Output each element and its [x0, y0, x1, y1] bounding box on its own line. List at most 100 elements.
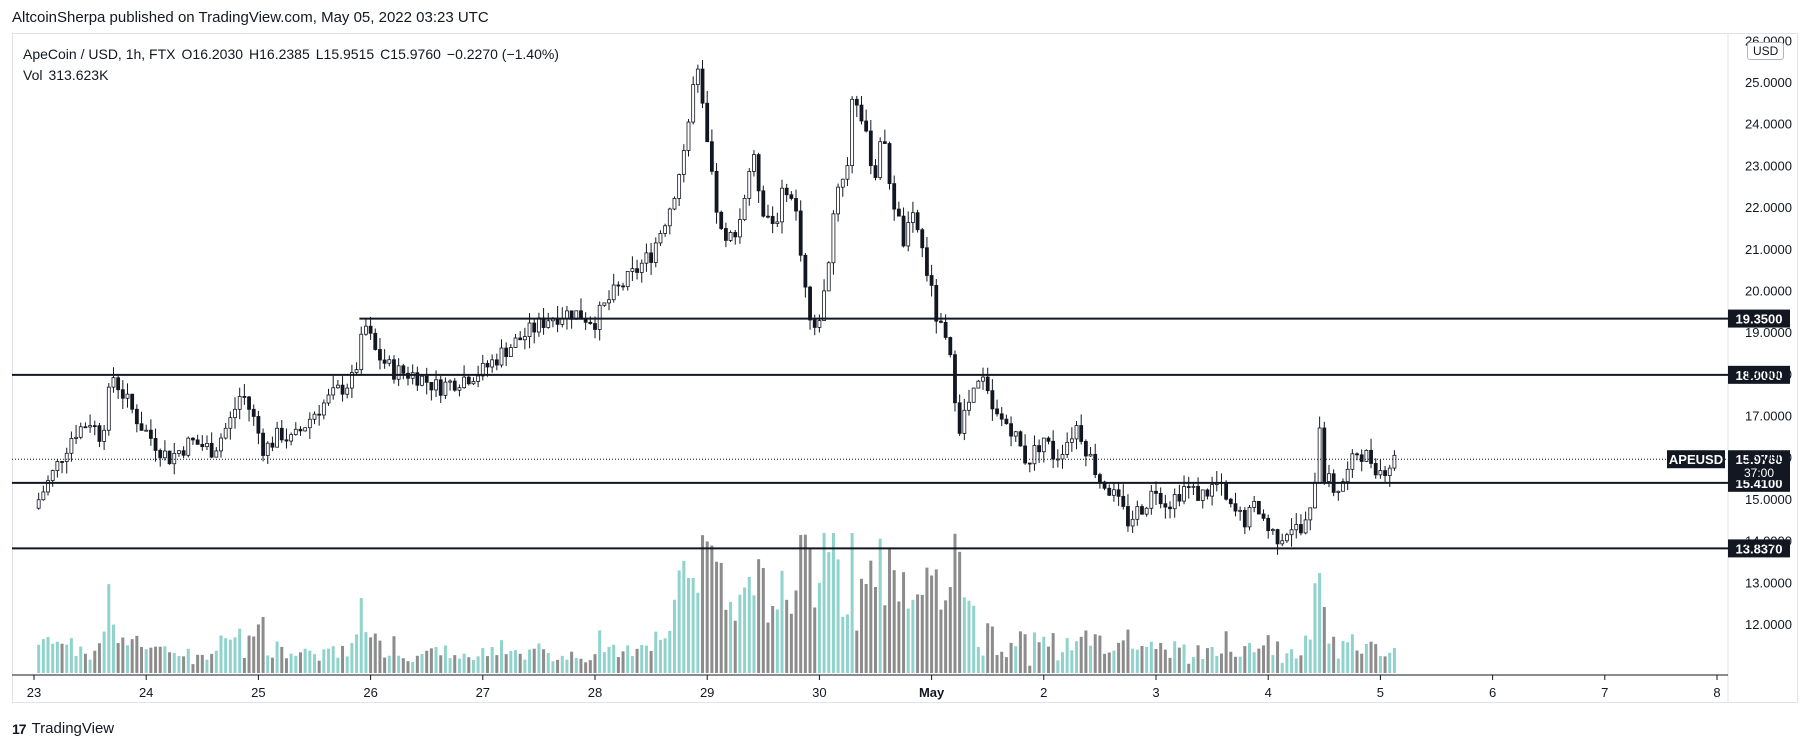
chart-legend: ApeCoin / USD, 1h, FTX O16.2030 H16.2385 L1…: [23, 44, 559, 86]
candle-body: [719, 211, 724, 229]
volume-bar: [1346, 642, 1350, 673]
volume-bar: [397, 655, 401, 673]
volume-bar: [771, 605, 775, 673]
volume-bar: [1065, 638, 1069, 673]
candle-body: [261, 432, 265, 456]
candle-body: [859, 104, 864, 122]
volume-bar: [1313, 583, 1317, 673]
volume-bar: [775, 609, 779, 673]
candle-body: [817, 320, 822, 328]
volume-bar: [761, 567, 765, 673]
candle-body: [738, 219, 742, 238]
volume-bar: [883, 605, 887, 673]
candle-body: [780, 187, 784, 223]
candle-body: [1060, 454, 1065, 460]
volume-bar: [149, 647, 153, 673]
close-value: 15.9760: [390, 46, 441, 62]
volume-bar: [387, 655, 391, 673]
candle-body: [915, 212, 920, 231]
candle-body: [1350, 453, 1355, 470]
volume-bar: [1276, 641, 1280, 673]
candle-body: [1130, 518, 1135, 527]
candle-body: [752, 154, 756, 172]
volume-bar: [1360, 653, 1364, 673]
volume-bar: [83, 653, 87, 673]
high-value: 16.2385: [259, 46, 310, 62]
candle-body: [537, 317, 541, 333]
volume-bar: [1294, 658, 1298, 673]
volume-bar: [1028, 665, 1032, 673]
volume-bar: [1145, 647, 1149, 673]
y-tick-label: 16.0000: [1745, 450, 1792, 465]
candle-body: [677, 174, 682, 199]
candle-body: [948, 337, 953, 356]
candle-body: [686, 121, 691, 151]
candle-body: [401, 365, 406, 374]
x-tick-label: 28: [588, 685, 602, 700]
volume-bar: [649, 651, 653, 673]
y-tick-label: 19.0000: [1745, 325, 1792, 340]
volume-bar: [415, 655, 419, 673]
volume-bar: [930, 575, 934, 673]
candle-body: [1228, 498, 1233, 505]
volume-bar: [247, 635, 251, 673]
volume-bar: [1262, 645, 1266, 673]
candle-body: [836, 186, 840, 215]
candle-body: [546, 320, 551, 328]
volume-bar: [733, 620, 737, 673]
candle-body: [415, 372, 420, 386]
volume-bar: [663, 638, 667, 673]
candle-body: [177, 450, 181, 454]
candle-body: [742, 197, 747, 220]
volume-bar: [55, 641, 59, 673]
volume-bar: [528, 649, 532, 673]
volume-bar: [303, 648, 307, 673]
candle-body: [896, 208, 901, 217]
candle-body: [644, 252, 649, 264]
volume-bar: [495, 655, 499, 673]
volume-bar: [1131, 648, 1135, 673]
volume-bar: [687, 578, 690, 673]
publisher-caption: AltcoinSherpa published on TradingView.c…: [12, 9, 489, 26]
volume-bar: [644, 645, 648, 673]
symbol-tag-label: APEUSD: [1669, 452, 1723, 467]
volume-bar: [817, 582, 821, 673]
volume-bar: [1355, 650, 1359, 673]
candle-body: [307, 418, 312, 429]
candle-body: [60, 461, 64, 463]
candle-body: [69, 438, 74, 454]
candle-body: [359, 333, 364, 371]
candle-body: [457, 387, 462, 391]
volume-bar: [65, 644, 69, 673]
tradingview-logo[interactable]: 17 TradingView: [12, 720, 114, 737]
volume-bar: [79, 646, 83, 673]
vol-value: 313.623K: [48, 67, 109, 83]
candle-body: [691, 84, 696, 123]
volume-bar: [111, 624, 115, 673]
currency-badge[interactable]: USD: [1747, 42, 1785, 60]
candle-body: [293, 428, 298, 436]
candle-body: [976, 380, 981, 389]
volume-bar: [902, 572, 906, 673]
volume-bar: [341, 645, 345, 673]
volume-bar: [1051, 633, 1055, 673]
ohlc-row: ApeCoin / USD, 1h, FTX O16.2030 H16.2385 L1…: [23, 44, 559, 65]
volume-bar: [616, 657, 620, 673]
candle-body: [158, 450, 163, 459]
volume-bar: [373, 633, 377, 673]
candle-body: [1088, 453, 1093, 457]
volume-bar: [878, 538, 882, 673]
volume-bar: [719, 562, 723, 673]
volume-bar: [766, 622, 770, 673]
candle-body: [766, 215, 770, 218]
candle-body: [331, 387, 336, 396]
candle-body: [1224, 483, 1229, 500]
candle-body: [349, 372, 354, 389]
volume-bar: [224, 638, 228, 673]
candle-body: [1308, 507, 1313, 521]
volume-bar: [1159, 642, 1163, 673]
volume-bar: [1098, 635, 1102, 673]
volume-bar: [420, 654, 424, 673]
x-tick-label: 25: [251, 685, 265, 700]
